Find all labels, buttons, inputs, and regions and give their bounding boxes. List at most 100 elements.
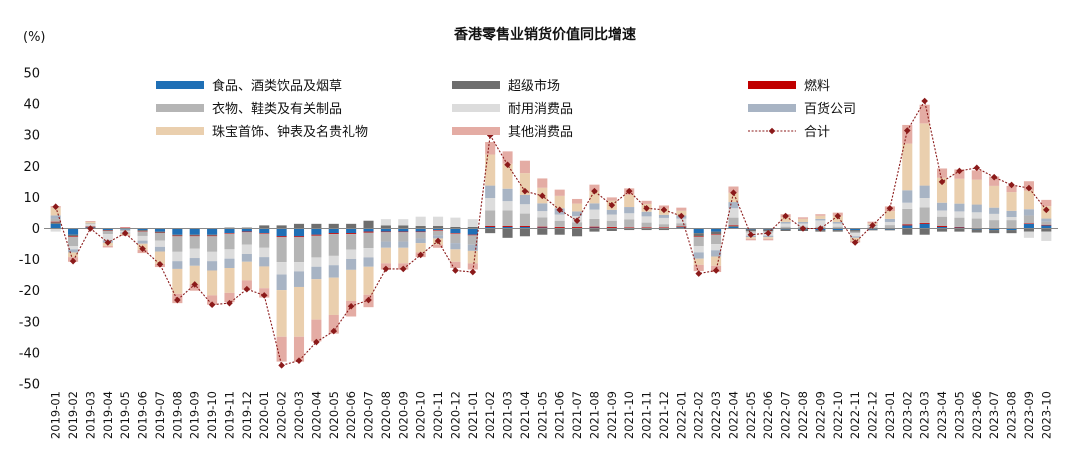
x-tick-label: 2019-09 <box>188 391 202 439</box>
bar-segment <box>485 154 496 186</box>
total-point <box>817 225 824 232</box>
bar-segment <box>398 225 409 229</box>
bar-segment <box>919 104 930 124</box>
bar-segment <box>902 224 913 226</box>
bar-segment <box>815 215 826 219</box>
bar-segment <box>641 222 652 228</box>
bar-segment <box>172 236 183 252</box>
bar-segment <box>954 178 965 204</box>
bar-segment <box>432 216 444 227</box>
bar-segment <box>832 226 843 229</box>
bar-segment <box>711 228 722 232</box>
legend-swatch <box>156 81 204 89</box>
bar-segment <box>1023 231 1034 238</box>
bar-segment <box>763 238 774 241</box>
bar-segment <box>780 223 791 227</box>
total-point <box>782 212 789 220</box>
bar-segment <box>902 225 913 229</box>
total-point <box>365 296 372 304</box>
bar-segment <box>311 266 322 280</box>
y-tick-label: 20 <box>23 160 40 175</box>
x-tick-label: 2021-12 <box>657 391 671 439</box>
bar-segment <box>485 142 496 155</box>
bar-segment <box>884 218 895 222</box>
legend-label: 超级市场 <box>508 78 560 94</box>
y-tick-label: -30 <box>19 315 40 330</box>
bar-segment <box>989 220 1000 228</box>
bar-segment <box>450 233 461 244</box>
bar-segment <box>711 256 722 266</box>
bar-segment <box>1041 199 1052 207</box>
bar-segment <box>572 226 583 228</box>
bar-segment <box>1023 190 1034 210</box>
bar-segment <box>189 235 200 237</box>
total-point <box>869 222 876 229</box>
bar-segment <box>589 203 600 210</box>
bar-segment <box>1041 224 1052 226</box>
bar-segment <box>432 228 444 231</box>
bar-segment <box>380 219 391 226</box>
bar-segment <box>658 214 670 218</box>
bar-segment <box>241 280 252 290</box>
bar-segment <box>554 228 565 235</box>
bar-segment <box>693 228 704 234</box>
bar-segment <box>485 228 496 234</box>
x-tick-label: 2020-10 <box>414 391 428 439</box>
bar-segment <box>276 290 287 337</box>
x-tick-label: 2019-02 <box>66 391 80 439</box>
x-tick-label: 2021-09 <box>605 391 619 439</box>
x-tick-label: 2022-04 <box>726 391 740 439</box>
total-point <box>52 203 59 211</box>
total-point <box>990 173 998 181</box>
bar-segment <box>884 229 895 231</box>
bar-segment <box>693 236 704 237</box>
bar-segment <box>363 266 374 295</box>
x-tick-label: 2023-09 <box>1022 391 1036 439</box>
y-tick-label: -10 <box>19 253 40 268</box>
x-tick-label: 2020-02 <box>275 391 289 439</box>
bar-segment <box>154 231 166 233</box>
x-tick-label: 2020-04 <box>309 391 323 439</box>
x-tick-label: 2021-01 <box>466 391 480 439</box>
legend-swatch <box>748 81 796 89</box>
bar-segment <box>224 268 235 293</box>
y-tick-label: 30 <box>23 129 40 144</box>
bar-segment <box>745 229 756 231</box>
bar-segment <box>797 218 809 222</box>
bar-segment <box>328 314 339 334</box>
bar-segment <box>676 226 687 228</box>
legend-label: 其他消费品 <box>508 125 573 140</box>
bar-segment <box>311 279 322 320</box>
bar-segment <box>154 251 166 264</box>
x-tick-label: 2022-02 <box>692 391 706 439</box>
bar-segment <box>68 228 79 235</box>
bar-segment <box>832 230 843 232</box>
bar-segment <box>485 226 496 229</box>
bar-segment <box>293 236 305 238</box>
bar-segment <box>728 226 739 229</box>
x-tick-label: 2023-01 <box>883 391 897 439</box>
bar-segment <box>624 207 635 214</box>
total-point <box>295 357 303 364</box>
bar-segment <box>728 217 739 226</box>
chart-title: 香港零售业销货价值同比增速 <box>453 26 636 43</box>
bar-segment <box>919 222 930 224</box>
bar-segment <box>936 226 948 229</box>
bar-segment <box>207 228 218 235</box>
y-axis: 50 40 30 20 10 0 -10 -20 -30 -40 -50 <box>19 67 40 393</box>
bar-segment <box>919 198 930 208</box>
bar-segment <box>693 246 704 253</box>
bar-segment <box>172 234 183 236</box>
bar-segment <box>224 233 235 234</box>
x-tick-label: 2021-02 <box>483 391 497 439</box>
bar-segment <box>502 201 513 211</box>
x-tick-label: 2019-03 <box>83 391 97 439</box>
bar-segment <box>954 217 965 227</box>
x-tick-label: 2023-03 <box>918 391 932 439</box>
bar-segment <box>293 228 305 237</box>
bar-segment <box>797 221 809 224</box>
bar-segment <box>154 232 166 234</box>
y-tick-label: 10 <box>23 191 40 206</box>
bar-segment <box>884 211 895 219</box>
bar-segment <box>554 214 565 221</box>
